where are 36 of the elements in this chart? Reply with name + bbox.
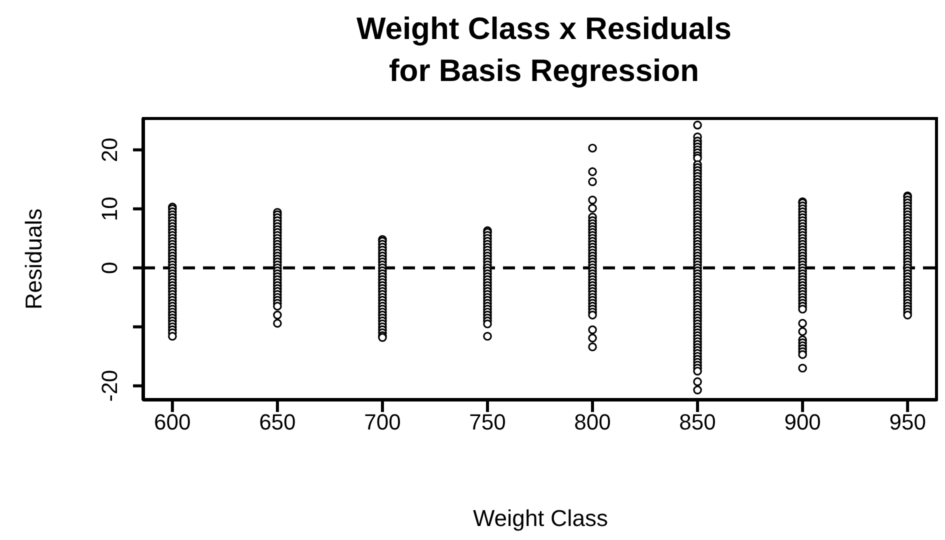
point bbox=[798, 364, 807, 373]
x-tick-label: 750 bbox=[469, 410, 506, 435]
point bbox=[588, 167, 597, 176]
y-tick-label: 10 bbox=[97, 196, 122, 222]
point bbox=[588, 177, 597, 186]
point bbox=[483, 319, 492, 328]
point bbox=[483, 332, 492, 341]
point bbox=[588, 204, 597, 213]
point bbox=[588, 334, 597, 342]
x-tick-label: 850 bbox=[679, 410, 716, 435]
point bbox=[273, 318, 282, 328]
y-tick-label: 0 bbox=[97, 262, 122, 274]
x-tick-label: 800 bbox=[574, 410, 611, 435]
y-tick-label: 20 bbox=[97, 138, 122, 162]
point bbox=[588, 325, 597, 334]
point bbox=[168, 332, 177, 341]
point bbox=[588, 144, 597, 152]
point bbox=[273, 310, 282, 320]
x-tick-label: 700 bbox=[364, 410, 401, 435]
point bbox=[588, 310, 597, 320]
x-tick-label: 950 bbox=[889, 410, 926, 435]
y-axis-title: Residuals bbox=[20, 208, 48, 310]
point bbox=[273, 302, 282, 311]
y-tick-label: -20 bbox=[97, 370, 122, 402]
x-tick-label: 650 bbox=[259, 410, 296, 435]
point bbox=[588, 196, 597, 204]
x-tick-label: 900 bbox=[784, 410, 821, 435]
point bbox=[798, 327, 807, 336]
x-tick-label: 600 bbox=[154, 410, 191, 435]
chart-title: Weight Class x Residuals for Basis Regression bbox=[356, 10, 732, 90]
point bbox=[798, 304, 807, 314]
point bbox=[798, 318, 807, 328]
point bbox=[588, 342, 597, 352]
x-axis-title: Weight Class bbox=[472, 505, 610, 532]
point bbox=[903, 310, 912, 320]
point bbox=[798, 350, 807, 359]
